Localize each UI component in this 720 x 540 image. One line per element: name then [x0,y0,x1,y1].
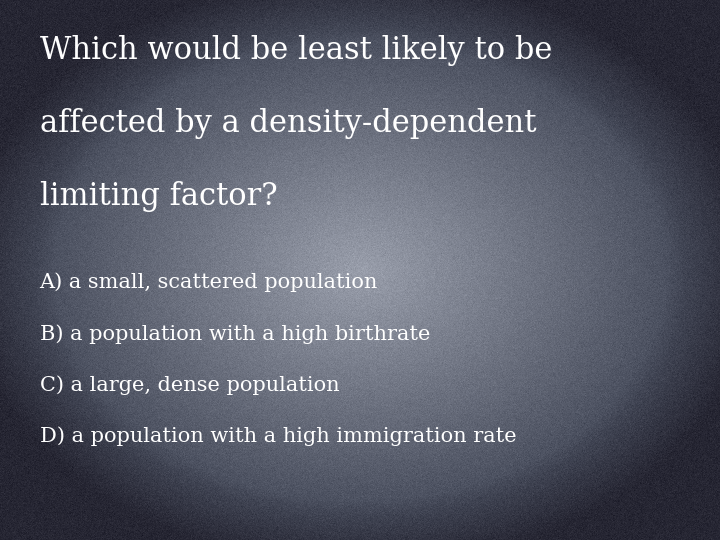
Text: Which would be least likely to be: Which would be least likely to be [40,35,552,66]
Text: D) a population with a high immigration rate: D) a population with a high immigration … [40,427,516,446]
Text: affected by a density-dependent: affected by a density-dependent [40,108,536,139]
Text: A) a small, scattered population: A) a small, scattered population [40,273,378,292]
Text: B) a population with a high birthrate: B) a population with a high birthrate [40,324,430,343]
Text: C) a large, dense population: C) a large, dense population [40,375,339,395]
Text: limiting factor?: limiting factor? [40,181,277,212]
